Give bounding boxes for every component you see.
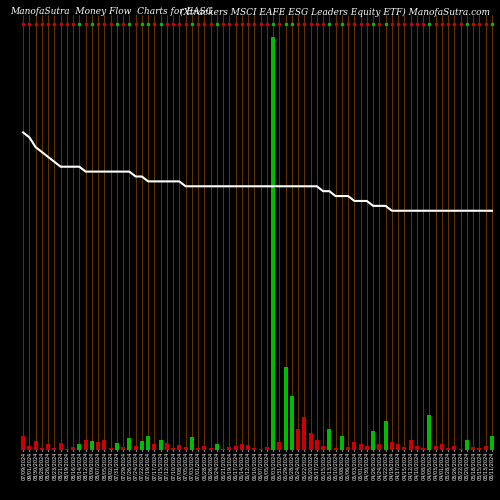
Bar xyxy=(190,437,194,450)
Bar xyxy=(184,446,188,450)
Bar xyxy=(34,441,38,450)
Bar xyxy=(158,440,162,450)
Bar xyxy=(115,442,119,450)
Bar xyxy=(308,434,312,450)
Bar xyxy=(96,442,100,450)
Bar xyxy=(408,440,412,450)
Bar xyxy=(446,448,450,450)
Bar xyxy=(165,442,169,450)
Bar xyxy=(21,436,25,450)
Bar xyxy=(465,440,469,450)
Bar xyxy=(215,444,219,450)
Bar xyxy=(452,446,456,450)
Bar xyxy=(290,396,294,450)
Bar xyxy=(90,441,94,450)
Bar xyxy=(178,445,182,450)
Bar xyxy=(471,446,475,450)
Bar xyxy=(234,446,237,450)
Bar xyxy=(146,436,150,450)
Bar xyxy=(258,449,262,450)
Bar xyxy=(71,447,75,450)
Bar xyxy=(121,447,125,450)
Bar xyxy=(202,446,206,450)
Bar xyxy=(415,446,419,450)
Bar xyxy=(102,440,106,450)
Bar xyxy=(365,446,369,450)
Bar xyxy=(340,436,344,450)
Bar xyxy=(328,430,332,450)
Bar xyxy=(228,447,232,450)
Bar xyxy=(78,444,82,450)
Bar xyxy=(352,442,356,450)
Bar xyxy=(65,449,69,450)
Text: (Xtrackers MSCI EAFE ESG Leaders Equity ETF) ManofaSutra.com: (Xtrackers MSCI EAFE ESG Leaders Equity … xyxy=(180,8,490,16)
Bar xyxy=(58,444,62,450)
Bar xyxy=(378,444,382,450)
Bar xyxy=(46,444,50,450)
Text: ManofaSutra  Money Flow  Charts for EASG: ManofaSutra Money Flow Charts for EASG xyxy=(10,8,213,16)
Bar xyxy=(321,446,325,450)
Bar xyxy=(334,448,338,450)
Bar xyxy=(302,417,306,450)
Bar xyxy=(440,444,444,450)
Bar xyxy=(278,442,281,450)
Bar xyxy=(221,449,225,450)
Bar xyxy=(128,438,132,450)
Bar xyxy=(428,415,432,450)
Bar xyxy=(265,446,269,450)
Bar xyxy=(484,446,488,450)
Bar xyxy=(458,449,462,450)
Bar xyxy=(478,448,482,450)
Bar xyxy=(358,444,362,450)
Bar xyxy=(208,448,212,450)
Bar xyxy=(108,448,112,450)
Bar xyxy=(490,436,494,450)
Bar xyxy=(421,448,425,450)
Bar xyxy=(434,446,438,450)
Bar xyxy=(134,446,138,450)
Bar xyxy=(390,442,394,450)
Bar xyxy=(246,445,250,450)
Bar xyxy=(240,444,244,450)
Bar xyxy=(84,440,87,450)
Bar xyxy=(384,421,388,450)
Bar xyxy=(140,441,144,450)
Bar xyxy=(371,432,375,450)
Bar xyxy=(346,446,350,450)
Bar xyxy=(196,448,200,450)
Bar xyxy=(315,440,319,450)
Bar xyxy=(402,446,406,450)
Bar xyxy=(40,448,44,450)
Bar xyxy=(284,368,288,450)
Bar xyxy=(152,444,156,450)
Bar xyxy=(271,36,275,450)
Bar xyxy=(396,444,400,450)
Bar xyxy=(28,446,32,450)
Bar xyxy=(252,448,256,450)
Bar xyxy=(171,448,175,450)
Bar xyxy=(52,448,56,450)
Bar xyxy=(296,430,300,450)
